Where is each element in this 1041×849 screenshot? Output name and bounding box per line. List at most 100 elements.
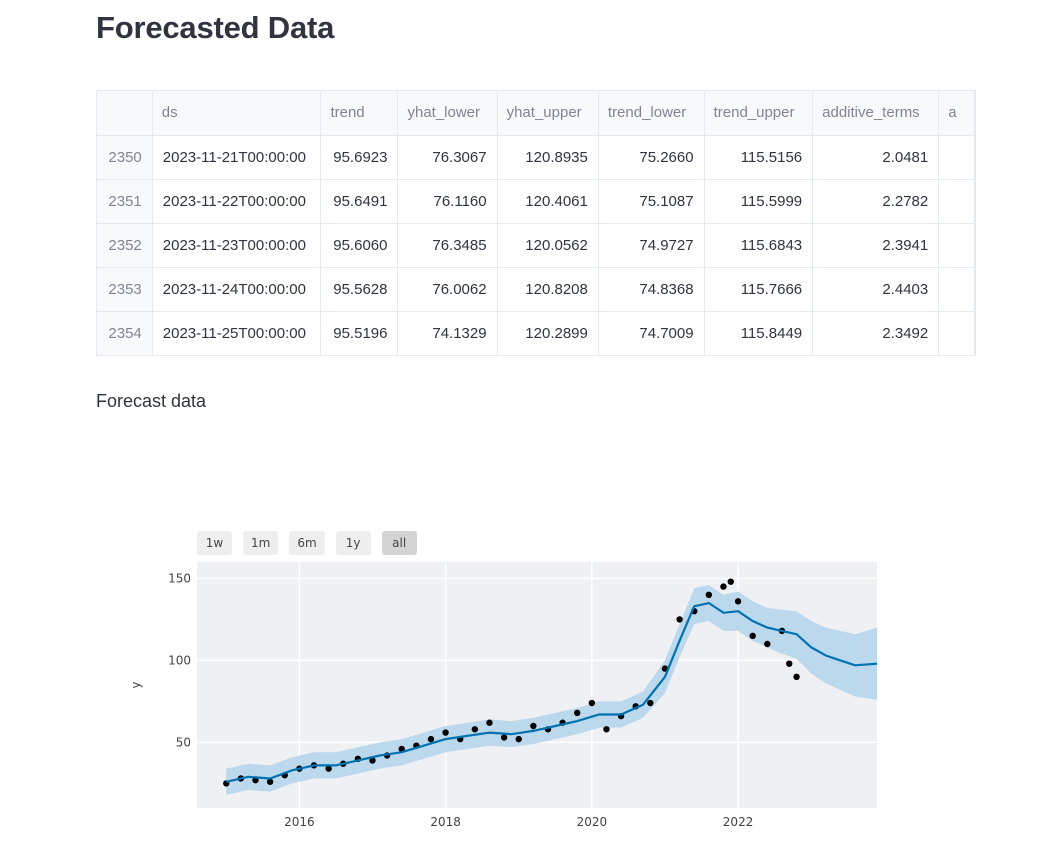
column-header-trend-lower[interactable]: trend_lower <box>598 91 705 136</box>
index-column-header[interactable] <box>97 91 153 136</box>
table-cell-trend: 95.5628 <box>320 267 399 312</box>
table-cell-yhat-upper: 120.4061 <box>497 179 599 224</box>
actual-data-point <box>325 765 332 772</box>
table-cell-overflow <box>938 311 975 355</box>
table-header-row: ds trend yhat_lower yhat_upper trend_lower tr… <box>97 91 975 136</box>
range-button-1y[interactable]: 1y <box>335 531 371 555</box>
table-cell-ds: 2023-11-22T00:00:00 <box>152 179 322 224</box>
table-cell-trend: 95.6060 <box>320 223 399 268</box>
actual-data-point <box>676 616 683 623</box>
actual-data-point <box>515 735 522 743</box>
column-header-trend-upper[interactable]: trend_upper <box>704 91 814 136</box>
column-header-yhat-lower[interactable]: yhat_lower <box>397 91 498 136</box>
actual-data-point <box>603 726 610 733</box>
actual-data-point <box>530 722 537 730</box>
column-header-trend[interactable]: trend <box>320 91 399 136</box>
table-row[interactable]: 2353 2023-11-24T00:00:00 95.5628 76.0062 120… <box>97 267 975 312</box>
table-cell-overflow <box>938 223 975 268</box>
y-axis-label: y <box>129 681 143 688</box>
table-cell-additive-terms: 2.2782 <box>812 179 940 224</box>
column-header-a[interactable]: a <box>938 91 975 136</box>
table-cell-trend-lower: 74.7009 <box>598 311 705 355</box>
table-row[interactable]: 2351 2023-11-22T00:00:00 95.6491 76.1160 120… <box>97 179 975 224</box>
actual-data-point <box>574 709 581 717</box>
row-index-cell: 2354 <box>97 311 153 355</box>
actual-data-point <box>471 726 479 733</box>
table-cell-trend-lower: 75.2660 <box>598 135 705 180</box>
forecast-line <box>225 601 878 783</box>
table-cell-trend: 95.6923 <box>320 135 399 180</box>
table-cell-overflow <box>938 267 975 312</box>
table-cell-trend-upper: 115.7666 <box>704 267 814 312</box>
x-tick-label: 2020 <box>577 815 608 829</box>
actual-data-point <box>647 699 654 707</box>
table-cell-trend-upper: 115.8449 <box>704 311 814 355</box>
table-cell-trend-upper: 115.5156 <box>704 135 814 180</box>
table-cell-yhat-lower: 76.1160 <box>397 179 498 224</box>
table-row[interactable]: 2350 2023-11-21T00:00:00 95.6923 76.3067 120… <box>97 135 975 180</box>
range-button-all[interactable]: all <box>381 531 417 555</box>
x-tick-label: 2018 <box>430 815 461 829</box>
table-cell-additive-terms: 2.0481 <box>812 135 940 180</box>
actual-data-point <box>500 734 508 741</box>
actual-data-point <box>793 673 800 680</box>
table-row[interactable]: 2354 2023-11-25T00:00:00 95.5196 74.1329 120… <box>97 311 975 355</box>
forecast-data-table: ds trend yhat_lower yhat_upper trend_lower tr… <box>97 91 975 355</box>
table-cell-additive-terms: 2.3941 <box>812 223 940 268</box>
forecast-table[interactable]: ds trend yhat_lower yhat_upper trend_lower tr… <box>96 90 976 356</box>
table-cell-trend-lower: 74.9727 <box>598 223 705 268</box>
table-cell-yhat-lower: 76.3067 <box>397 135 498 180</box>
section-subtitle: Forecast data <box>96 391 207 411</box>
actual-data-point <box>749 632 756 639</box>
table-cell-yhat-upper: 120.0562 <box>497 223 599 268</box>
table-cell-additive-terms: 2.4403 <box>812 267 940 312</box>
table-cell-ds: 2023-11-25T00:00:00 <box>152 311 322 355</box>
actual-data-point <box>734 598 742 605</box>
actual-data-point <box>266 778 274 785</box>
column-header-additive-terms[interactable]: additive_terms <box>812 91 940 136</box>
row-index-cell: 2353 <box>97 267 153 312</box>
row-index-cell: 2350 <box>97 135 153 180</box>
table-cell-trend: 95.5196 <box>320 311 399 355</box>
y-tick-label: 50 <box>176 735 191 749</box>
actual-data-point <box>786 660 793 667</box>
column-header-ds[interactable]: ds <box>152 91 322 136</box>
actual-data-point <box>720 583 727 590</box>
row-index-cell: 2351 <box>97 179 153 224</box>
actual-data-point <box>727 578 734 585</box>
table-cell-ds: 2023-11-21T00:00:00 <box>152 135 322 180</box>
forecast-chart[interactable]: 2016 2018 2020 2022 50 100 150 y <box>120 555 890 849</box>
actual-data-point <box>427 735 435 743</box>
table-cell-ds: 2023-11-24T00:00:00 <box>152 267 322 312</box>
x-tick-label: 2016 <box>284 815 315 829</box>
table-cell-trend: 95.6491 <box>320 179 399 224</box>
table-cell-yhat-lower: 76.0062 <box>397 267 498 312</box>
table-row[interactable]: 2352 2023-11-23T00:00:00 95.6060 76.3485 120… <box>97 223 975 268</box>
actual-data-point <box>442 729 449 736</box>
y-tick-label: 100 <box>168 653 191 667</box>
actual-data-point <box>705 591 713 598</box>
range-button-1w[interactable]: 1w <box>197 531 232 555</box>
actual-data-point <box>588 699 596 707</box>
page-title: Forecasted Data <box>96 10 335 45</box>
table-cell-yhat-upper: 120.8208 <box>497 267 599 312</box>
table-cell-overflow <box>938 179 975 224</box>
x-tick-label: 2022 <box>723 815 754 829</box>
range-button-6m[interactable]: 6m <box>289 531 325 555</box>
column-header-yhat-upper[interactable]: yhat_upper <box>497 91 599 136</box>
actual-data-point <box>398 745 405 753</box>
table-cell-ds: 2023-11-23T00:00:00 <box>152 223 322 268</box>
range-button-1m[interactable]: 1m <box>243 531 279 555</box>
table-body: 2350 2023-11-21T00:00:00 95.6923 76.3067 120… <box>97 135 975 355</box>
y-tick-label: 150 <box>168 571 191 585</box>
table-cell-yhat-lower: 76.3485 <box>397 223 498 268</box>
table-cell-yhat-upper: 120.8935 <box>497 135 599 180</box>
actual-data-point <box>486 719 493 726</box>
table-cell-trend-upper: 115.5999 <box>704 179 814 224</box>
table-cell-trend-lower: 75.1087 <box>598 179 705 224</box>
table-cell-trend-lower: 74.8368 <box>598 267 705 312</box>
actual-data-point <box>764 640 771 648</box>
table-cell-yhat-lower: 74.1329 <box>397 311 498 355</box>
table-cell-trend-upper: 115.6843 <box>704 223 814 268</box>
actual-data-point <box>369 757 376 764</box>
